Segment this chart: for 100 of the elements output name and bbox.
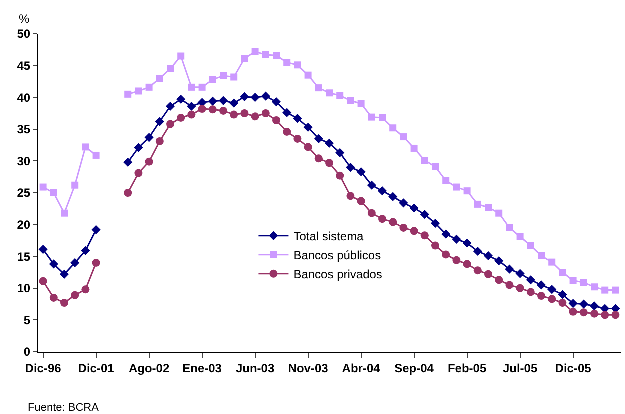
point (496, 210, 503, 217)
point (71, 291, 80, 300)
point (452, 256, 461, 264)
point (40, 184, 47, 191)
point (378, 215, 386, 224)
point (505, 264, 514, 274)
point (187, 102, 196, 112)
x-tick-label: Jul-05 (502, 361, 538, 376)
point (526, 276, 536, 285)
legend-label: Bancos públicos (294, 248, 382, 263)
point (484, 251, 494, 261)
point (484, 270, 492, 278)
point (92, 258, 100, 267)
point (462, 238, 472, 248)
point (220, 106, 228, 115)
point (283, 128, 292, 136)
y-tick-label: 40 (17, 90, 31, 105)
point (282, 108, 292, 118)
point (346, 163, 356, 172)
point (167, 65, 174, 72)
point (60, 270, 70, 279)
point (421, 157, 428, 164)
point (390, 124, 397, 132)
point (241, 55, 248, 62)
point (357, 197, 366, 206)
point (538, 252, 545, 260)
y-tick-label: 0 (24, 345, 31, 360)
point (400, 134, 408, 141)
point (368, 209, 376, 218)
point (410, 144, 418, 152)
point (273, 52, 280, 60)
point (612, 286, 620, 294)
point (548, 295, 556, 304)
point (166, 102, 176, 112)
point (284, 59, 291, 66)
point (516, 269, 525, 278)
x-tick-label: Ene-03 (182, 361, 222, 376)
x-tick-label: Jun-03 (236, 361, 275, 376)
point (378, 186, 388, 196)
point (252, 48, 259, 56)
point (494, 256, 504, 266)
point (314, 134, 324, 144)
point (473, 246, 482, 256)
point (304, 143, 312, 152)
point (218, 96, 228, 106)
point (516, 233, 524, 240)
point (250, 93, 260, 102)
x-tick-label: Ago-02 (128, 361, 170, 376)
point (590, 310, 598, 318)
point (61, 210, 68, 217)
point (304, 122, 313, 132)
point (601, 311, 610, 320)
point (536, 280, 546, 290)
point (124, 158, 133, 168)
x-tick-label: Nov-03 (288, 361, 329, 376)
point (124, 90, 132, 98)
point (134, 143, 144, 152)
point (146, 84, 153, 91)
y-tick-label: 45 (17, 59, 31, 73)
point (240, 92, 250, 102)
point (293, 114, 302, 124)
point (580, 308, 588, 317)
y-tick-label: 25 (17, 186, 31, 200)
point (442, 230, 451, 239)
point (558, 299, 567, 308)
point (166, 120, 174, 128)
point (347, 97, 354, 104)
point (548, 258, 556, 266)
point (526, 288, 535, 296)
point (389, 218, 398, 226)
point (230, 74, 238, 81)
point (559, 269, 566, 276)
point (60, 299, 68, 308)
point (81, 246, 90, 256)
point (156, 137, 164, 146)
point (474, 200, 482, 208)
point (336, 148, 345, 158)
point (144, 133, 154, 142)
point (336, 172, 344, 180)
point (558, 290, 568, 300)
point (506, 281, 514, 290)
point (432, 242, 440, 250)
point (294, 134, 302, 143)
point (82, 144, 90, 151)
point (272, 116, 280, 124)
x-tick-label: Dic-96 (25, 361, 62, 376)
point (569, 308, 578, 316)
point (294, 62, 302, 69)
point (208, 106, 217, 114)
point (240, 110, 249, 118)
point (570, 277, 577, 284)
point (38, 245, 48, 254)
point (400, 224, 408, 232)
point (134, 169, 143, 178)
point (410, 204, 419, 213)
point (464, 188, 471, 195)
point (430, 218, 440, 228)
source-note: Fuente: BCRA (28, 402, 100, 414)
point (612, 311, 620, 320)
point (208, 96, 218, 106)
